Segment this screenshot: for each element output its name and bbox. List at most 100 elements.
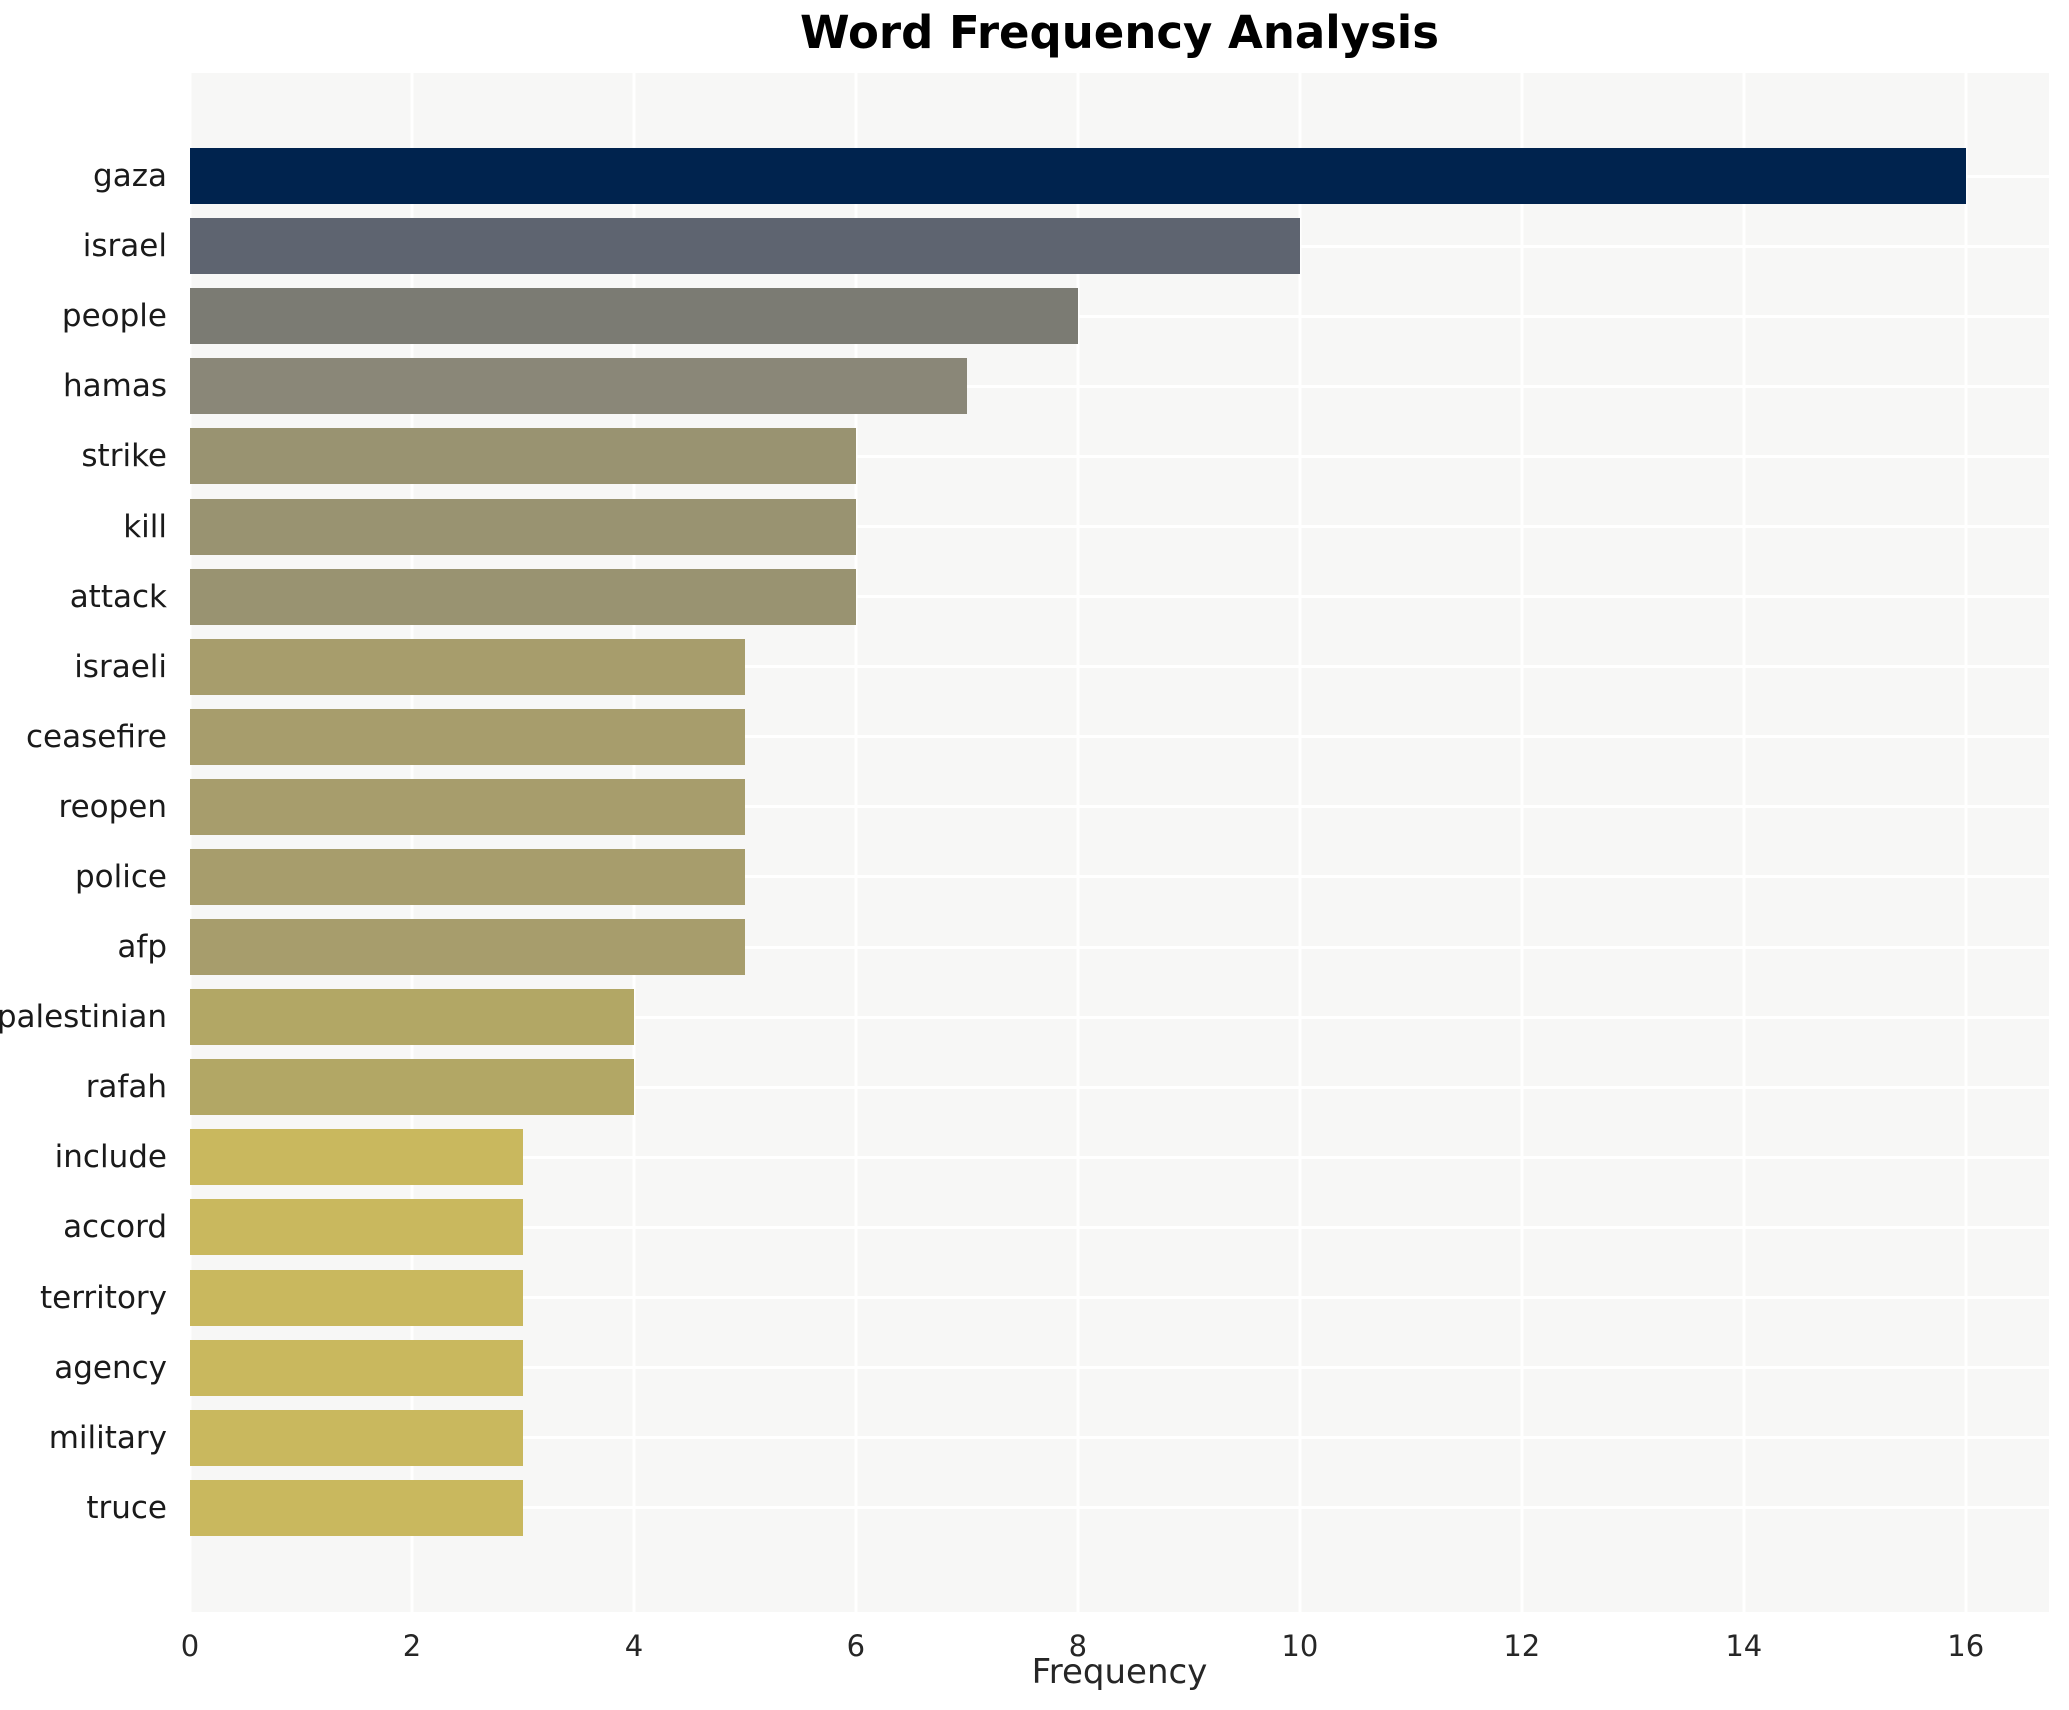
vertical-gridline xyxy=(1742,73,1746,1612)
y-tick-label-territory: territory xyxy=(40,1279,167,1316)
bar-israel xyxy=(190,218,1300,275)
bar-palestinian xyxy=(190,989,634,1046)
vertical-gridline xyxy=(188,73,192,1612)
y-tick-label-israeli: israeli xyxy=(74,648,167,685)
bar-afp xyxy=(190,919,745,976)
y-tick-row: agency xyxy=(0,1333,178,1403)
bars-container xyxy=(190,73,2049,1612)
bar-rafah xyxy=(190,1059,634,1116)
y-tick-label-agency: agency xyxy=(54,1349,167,1386)
y-tick-row: hamas xyxy=(0,351,178,421)
vertical-gridline xyxy=(854,73,858,1612)
bar-row xyxy=(190,1473,2049,1543)
y-tick-row: ceasefire xyxy=(0,702,178,772)
y-tick-row: police xyxy=(0,842,178,912)
x-tick-label-4: 4 xyxy=(624,1629,644,1663)
bar-row xyxy=(190,702,2049,772)
bar-kill xyxy=(190,498,856,555)
y-tick-label-reopen: reopen xyxy=(58,788,168,825)
bar-row xyxy=(190,1122,2049,1192)
y-tick-row: include xyxy=(0,1122,178,1192)
y-tick-label-accord: accord xyxy=(63,1209,167,1246)
x-tick-label-0: 0 xyxy=(180,1629,200,1663)
vertical-gridline xyxy=(1520,73,1524,1612)
x-tick-label-8: 8 xyxy=(1068,1629,1088,1663)
y-tick-label-people: people xyxy=(61,298,167,335)
y-tick-label-attack: attack xyxy=(69,578,167,615)
bar-truce xyxy=(190,1479,523,1536)
gridline-layer xyxy=(188,73,2049,1612)
bar-territory xyxy=(190,1269,523,1326)
x-tick-label-16: 16 xyxy=(1947,1629,1985,1663)
y-tick-row: accord xyxy=(0,1192,178,1262)
y-tick-label-hamas: hamas xyxy=(63,368,167,405)
y-tick-label-truce: truce xyxy=(86,1489,167,1526)
y-tick-row: kill xyxy=(0,491,178,561)
bar-row xyxy=(190,421,2049,491)
bar-reopen xyxy=(190,778,745,835)
y-tick-label-strike: strike xyxy=(81,438,167,475)
bar-row xyxy=(190,1333,2049,1403)
x-tick-label-12: 12 xyxy=(1503,1629,1541,1663)
bar-row xyxy=(190,772,2049,842)
y-tick-row: gaza xyxy=(0,141,178,211)
y-tick-label-kill: kill xyxy=(123,508,167,545)
vertical-gridline xyxy=(1076,73,1080,1612)
y-axis-labels: gaza israel people hamas strike kill attack isr… xyxy=(0,73,178,1612)
bar-row xyxy=(190,1263,2049,1333)
bar-row xyxy=(190,982,2049,1052)
bar-row xyxy=(190,632,2049,702)
y-tick-row: israel xyxy=(0,211,178,281)
y-tick-label-gaza: gaza xyxy=(93,158,167,195)
y-tick-row: people xyxy=(0,281,178,351)
vertical-gridline xyxy=(410,73,414,1612)
y-tick-label-police: police xyxy=(75,858,167,895)
y-tick-row: strike xyxy=(0,421,178,491)
x-tick-label-10: 10 xyxy=(1281,1629,1319,1663)
bar-row xyxy=(190,1403,2049,1473)
bar-row xyxy=(190,562,2049,632)
plot-area xyxy=(188,73,2049,1612)
y-tick-label-palestinian: palestinian xyxy=(0,999,167,1036)
y-tick-row: reopen xyxy=(0,772,178,842)
bar-row xyxy=(190,842,2049,912)
y-tick-label-ceasefire: ceasefire xyxy=(26,718,167,755)
y-tick-label-israel: israel xyxy=(82,228,167,265)
bar-accord xyxy=(190,1199,523,1256)
vertical-gridline xyxy=(1964,73,1968,1612)
x-tick-label-6: 6 xyxy=(846,1629,866,1663)
bar-agency xyxy=(190,1339,523,1396)
x-axis-title: Frequency xyxy=(1031,1652,1208,1692)
y-tick-row: afp xyxy=(0,912,178,982)
bar-military xyxy=(190,1409,523,1466)
bar-row xyxy=(190,141,2049,211)
bar-row xyxy=(190,1192,2049,1262)
vertical-gridline xyxy=(1298,73,1302,1612)
bar-israeli xyxy=(190,638,745,695)
x-tick-label-2: 2 xyxy=(402,1629,422,1663)
y-tick-label-rafah: rafah xyxy=(85,1069,167,1106)
y-tick-row: palestinian xyxy=(0,982,178,1052)
chart-title: Word Frequency Analysis xyxy=(799,6,1440,59)
bar-row xyxy=(190,351,2049,421)
bar-row xyxy=(190,491,2049,561)
bar-row xyxy=(190,1052,2049,1122)
y-tick-row: rafah xyxy=(0,1052,178,1122)
y-tick-row: military xyxy=(0,1403,178,1473)
bar-police xyxy=(190,848,745,905)
bar-ceasefire xyxy=(190,708,745,765)
y-axis-label-rows: gaza israel people hamas strike kill attack isr… xyxy=(0,73,178,1612)
y-tick-label-include: include xyxy=(54,1139,167,1176)
bar-people xyxy=(190,288,1078,345)
bar-attack xyxy=(190,568,856,625)
y-tick-label-military: military xyxy=(48,1419,167,1456)
bar-row xyxy=(190,912,2049,982)
y-tick-row: attack xyxy=(0,562,178,632)
vertical-gridline xyxy=(632,73,636,1612)
bar-strike xyxy=(190,428,856,485)
bar-hamas xyxy=(190,358,967,415)
y-tick-row: israeli xyxy=(0,632,178,702)
bar-row xyxy=(190,211,2049,281)
bar-row xyxy=(190,281,2049,351)
bar-gaza xyxy=(190,148,1966,205)
